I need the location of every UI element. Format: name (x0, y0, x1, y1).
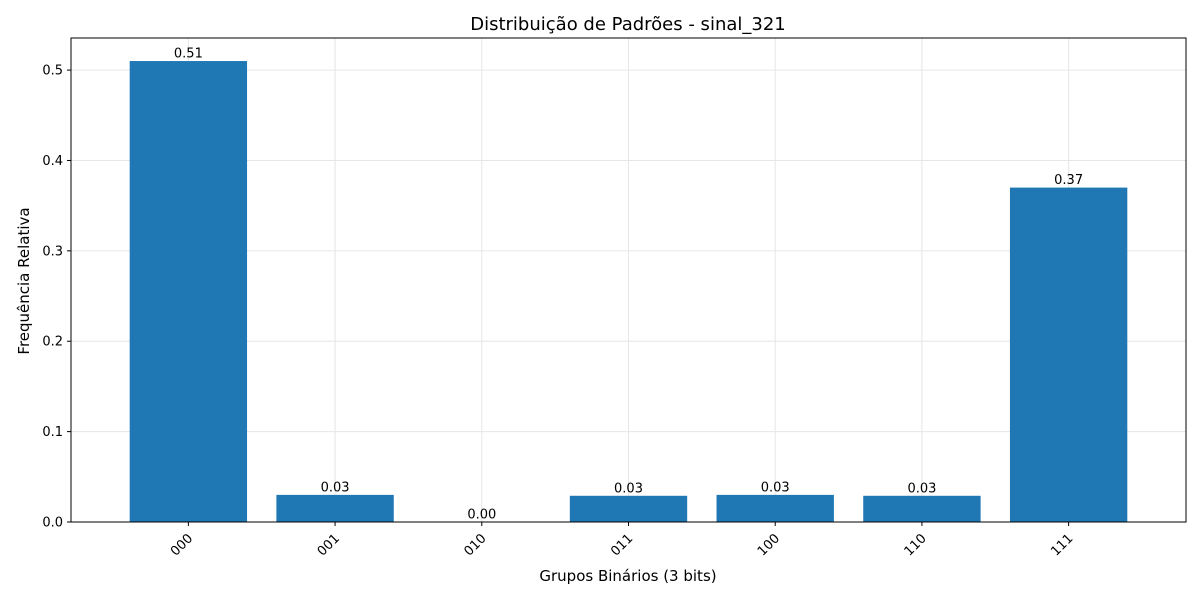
bar-value-labels: 0.51 0.03 0.00 0.03 0.03 0.03 0.37 (174, 47, 1083, 523)
y-tick-label: 0.3 (42, 244, 63, 259)
x-tick-label: 100 (755, 531, 783, 559)
y-tick-label: 0.0 (42, 516, 63, 531)
x-tick-label: 010 (461, 531, 489, 559)
bar-value-label: 0.03 (761, 480, 790, 495)
bar-value-label: 0.37 (1054, 173, 1083, 188)
bar-value-label: 0.03 (907, 481, 936, 496)
bar-value-label: 0.03 (321, 480, 350, 495)
bar-011 (569, 495, 688, 522)
bar-value-label: 0.03 (614, 481, 643, 496)
y-tick-label: 0.5 (42, 64, 63, 79)
bar-111 (1009, 187, 1128, 523)
y-tick-label: 0.4 (42, 154, 63, 169)
bar-value-label: 0.00 (467, 508, 496, 523)
x-tick-label: 110 (902, 531, 930, 559)
y-tick-label: 0.2 (42, 335, 63, 350)
bar-100 (716, 494, 834, 522)
bars (129, 61, 1128, 523)
bar-110 (863, 495, 981, 522)
y-axis-label: Frequência Relativa (15, 207, 33, 354)
x-tick-label: 011 (608, 531, 636, 559)
bar-value-label: 0.51 (174, 47, 203, 62)
x-tick-label: 000 (168, 531, 196, 559)
x-axis-label: Grupos Binários (3 bits) (539, 567, 716, 585)
bar-000 (129, 61, 248, 523)
x-tick-label: 001 (315, 531, 343, 559)
y-tick-label: 0.1 (42, 425, 63, 440)
bar-001 (276, 494, 394, 522)
chart-title: Distribuição de Padrões - sinal_321 (470, 14, 786, 35)
x-tick-label: 111 (1048, 531, 1076, 559)
